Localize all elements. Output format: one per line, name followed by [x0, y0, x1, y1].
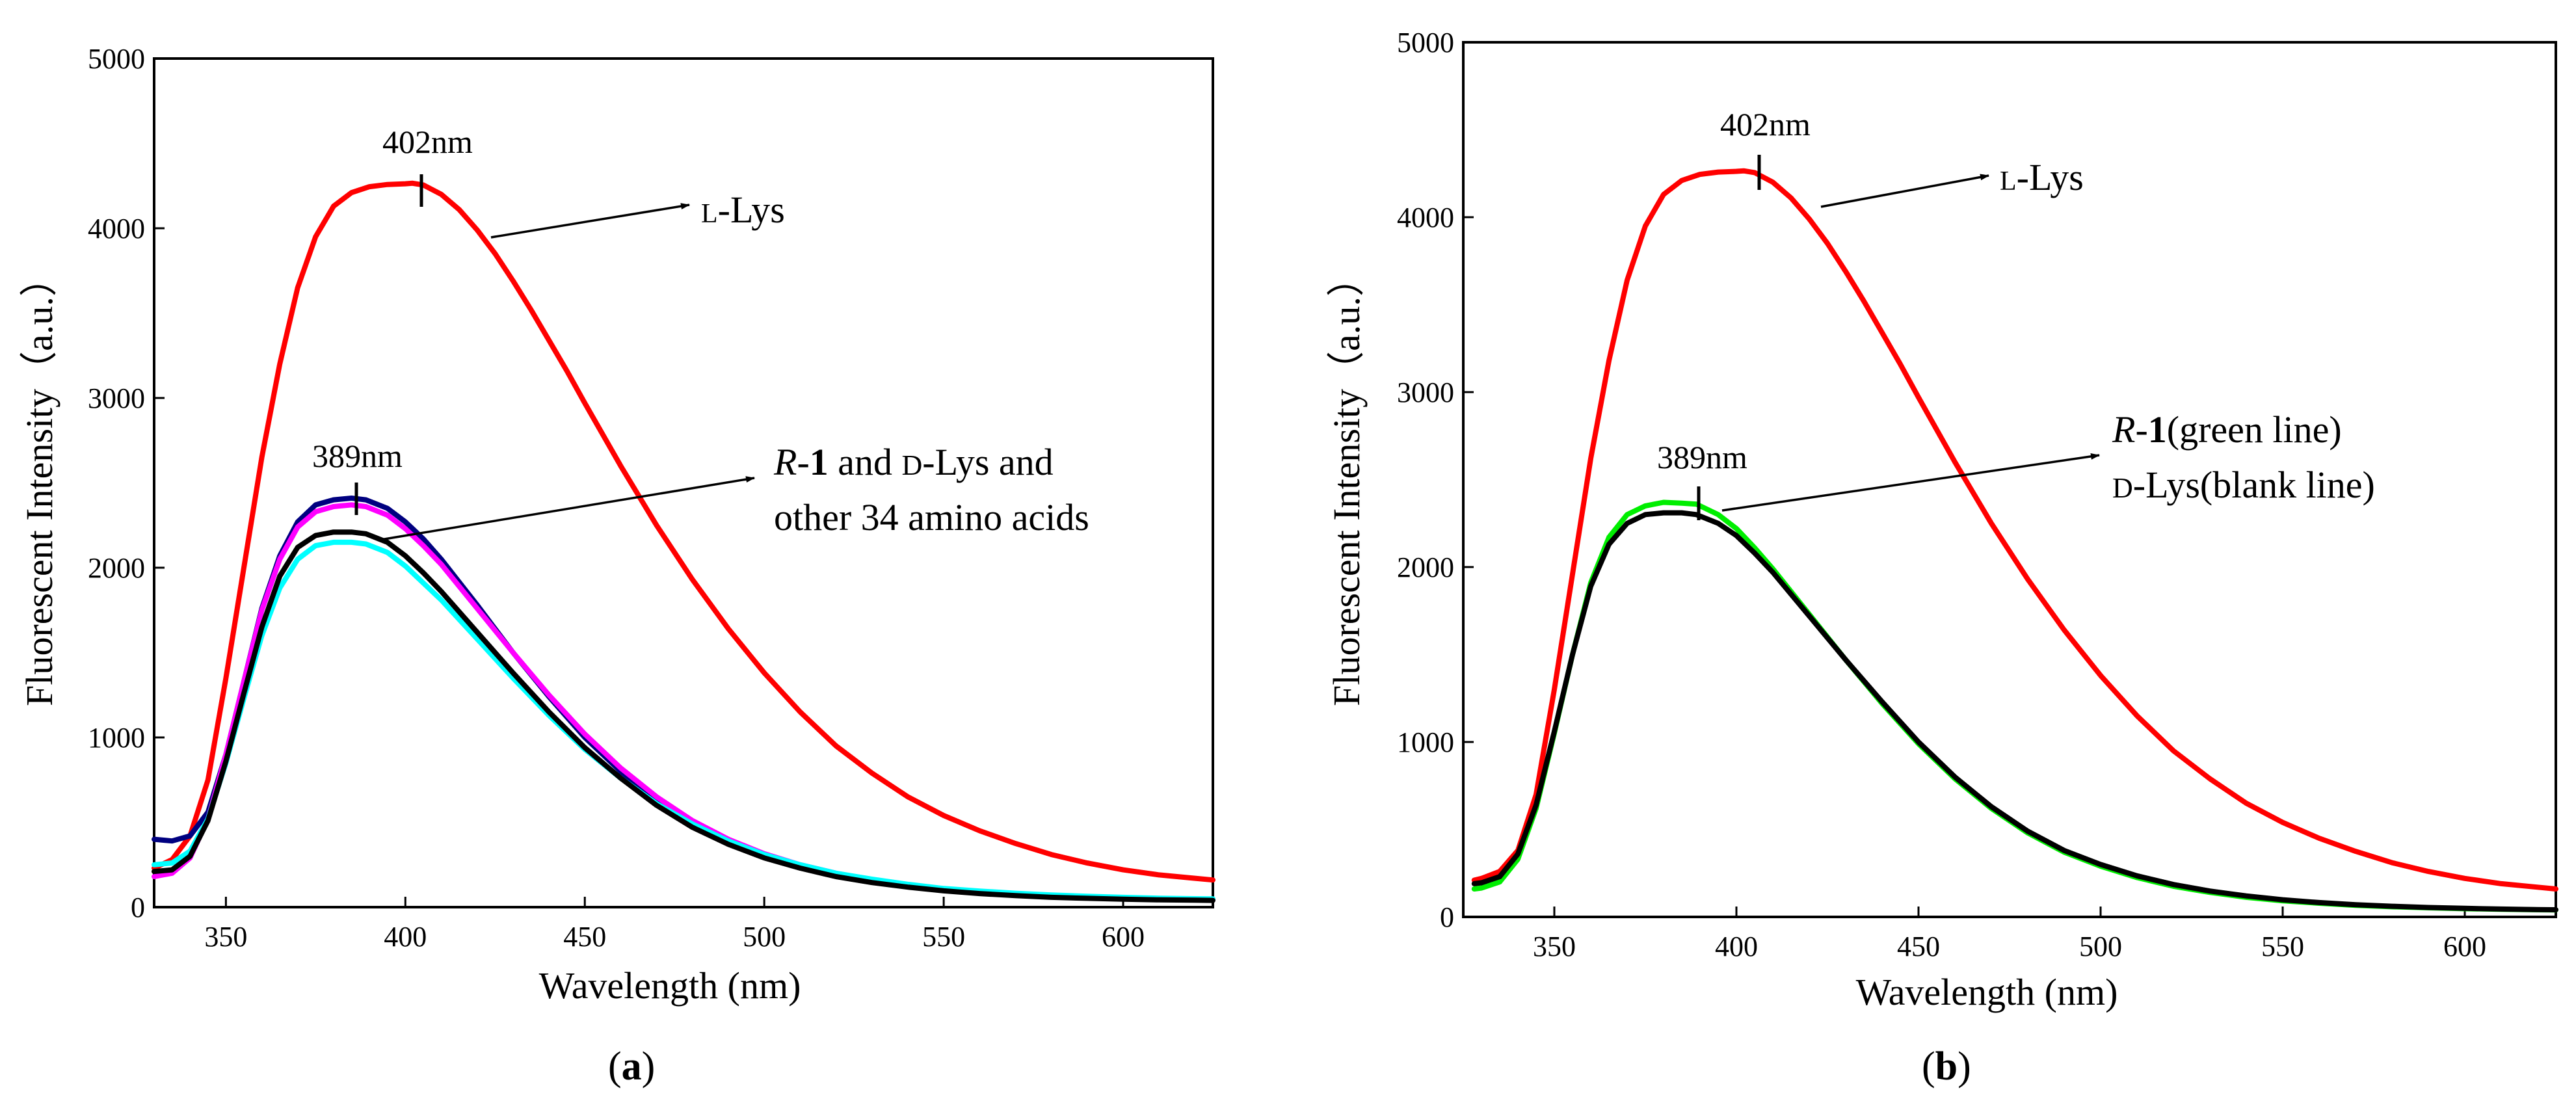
- panel-a-y-tick-label: 5000: [88, 43, 145, 75]
- panel-b-y-tick-label: 2000: [1397, 551, 1454, 583]
- panel-a-y-tick-label: 0: [131, 892, 145, 923]
- panel-b-label: (b): [1922, 1044, 1971, 1089]
- panel-a-label-r1-line2: other 34 amino acids: [774, 496, 1089, 538]
- panel-a-series-line-3: [152, 539, 1215, 902]
- panel-b-peak-label-389: 389nm: [1657, 439, 1747, 475]
- panel-b-y-tick-label: 5000: [1397, 27, 1454, 59]
- panel-b-label-llys: L-Lys: [2000, 156, 2084, 198]
- panel-b-x-axis-title: Wavelength (nm): [1856, 971, 2118, 1013]
- panel-b-arrow-r1: [1721, 453, 2100, 512]
- panel-a-plot-frame: [153, 57, 1214, 908]
- panel-b-label-r1-line1: R-1(green line): [2112, 408, 2342, 451]
- panel-a-x-axis-title: Wavelength (nm): [539, 964, 801, 1007]
- panel-a-x-tick-label: 350: [204, 921, 247, 953]
- panel-a-peak-label-389: 389nm: [312, 438, 403, 474]
- panel-a-label: (a): [608, 1044, 655, 1089]
- panel-a-y-tick-label: 3000: [88, 382, 145, 414]
- panel-b-y-tick-label: 4000: [1397, 202, 1454, 233]
- panel-b-y-tick-label: 1000: [1397, 726, 1454, 758]
- panel-b-x-tick-label: 350: [1533, 931, 1576, 962]
- panel-b-x-tick-label: 500: [2079, 931, 2122, 962]
- panel-a-label-r1-line1: R-1 and D-Lys and: [773, 441, 1054, 483]
- panel-b-x-ticks: 350 400 450 500 550 600: [1533, 907, 2486, 962]
- panel-b-y-tick-label: 3000: [1397, 377, 1454, 408]
- panel-a-y-tick-label: 2000: [88, 552, 145, 584]
- panel-b-plot-frame: [1462, 41, 2557, 918]
- panel-b-x-tick-label: 400: [1715, 931, 1758, 962]
- panel-a-x-tick-label: 500: [743, 921, 786, 953]
- panel-a-label-llys: L-Lys: [701, 189, 785, 231]
- panel-b-x-tick-label: 450: [1897, 931, 1940, 962]
- panel-b-series-line-2: [1471, 510, 2558, 912]
- panel-b-y-ticks: 0 1000 2000 3000 4000 5000: [1397, 27, 1474, 933]
- panel-b-series: [1471, 168, 2558, 913]
- panel-a-peak-label-402: 402nm: [382, 124, 473, 160]
- panel-a-series-line-1: [152, 496, 1215, 903]
- panel-a-arrow-r1: [380, 476, 755, 541]
- panel-a-x-tick-label: 400: [384, 921, 427, 953]
- panel-a-series-line-0: [152, 180, 1215, 883]
- panel-b-y-axis-title: Fluorescent Intensity（a.u.）: [1325, 259, 1368, 706]
- panel-b-x-tick-label: 600: [2443, 931, 2486, 962]
- panel-b-peak-label-402: 402nm: [1720, 106, 1811, 142]
- panel-b-y-tick-label: 0: [1440, 901, 1454, 933]
- panel-a-series-line-4: [152, 529, 1215, 903]
- panel-a: 350 400 450 500 550 600 0 1000 2000 3000 4000 5000…: [18, 43, 1215, 1089]
- panel-a-x-tick-label: 450: [563, 921, 606, 953]
- panel-a-series: [152, 180, 1215, 903]
- panel-b-arrow-llys: [1820, 174, 1989, 208]
- panel-b-series-line-0: [1471, 168, 2558, 892]
- panel-a-y-axis-title: Fluorescent Intensity（a.u.）: [18, 259, 60, 706]
- panel-a-y-tick-label: 1000: [88, 722, 145, 754]
- panel-a-y-tick-label: 4000: [88, 213, 145, 245]
- panel-a-x-tick-label: 600: [1102, 921, 1145, 953]
- panel-b-x-tick-label: 550: [2261, 931, 2304, 962]
- panel-b-label-r1-line2: D-Lys(blank line): [2112, 464, 2375, 506]
- panel-a-x-tick-label: 550: [922, 921, 965, 953]
- panel-b: 350 400 450 500 550 600 0 1000 2000 3000 4000 5000…: [1325, 27, 2558, 1089]
- panel-a-arrow-llys: [490, 203, 690, 239]
- panel-a-x-ticks: 350 400 450 500 550 600: [204, 897, 1145, 953]
- panel-a-y-ticks: 0 1000 2000 3000 4000 5000: [88, 43, 165, 923]
